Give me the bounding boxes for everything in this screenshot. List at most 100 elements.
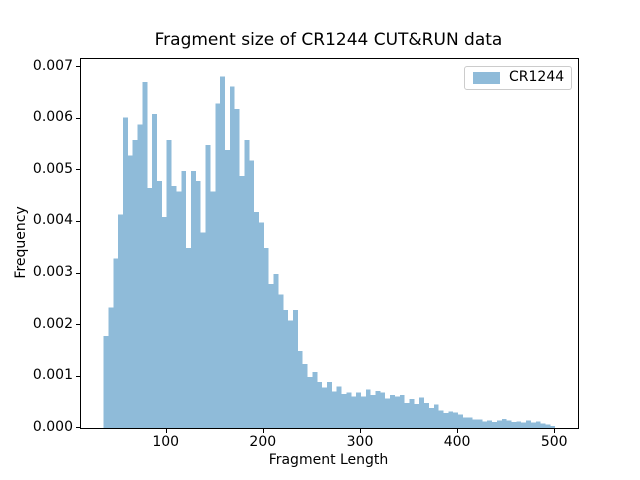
histogram-bin [142, 81, 148, 429]
histogram-bin [307, 376, 313, 429]
histogram-bin [234, 108, 240, 429]
y-tick-label: 0.006 [32, 109, 73, 126]
histogram-bin [351, 396, 357, 429]
histogram-bin [249, 160, 255, 429]
histogram-bin [390, 394, 395, 429]
histogram-bin [550, 425, 556, 429]
histogram-bin [190, 170, 196, 429]
histogram-bin [263, 247, 269, 429]
histogram-bin [414, 403, 420, 429]
y-tick-mark [76, 324, 80, 326]
legend-swatch [473, 72, 500, 84]
histogram-bin [210, 190, 216, 429]
histogram-bin [123, 117, 128, 429]
histogram-bin [404, 402, 410, 429]
legend: CR1244 [464, 66, 572, 90]
histogram-bin [545, 424, 551, 429]
histogram-bin [496, 419, 502, 429]
legend-label: CR1244 [509, 69, 565, 85]
histogram-bin [380, 392, 386, 429]
histogram-bin [453, 412, 459, 429]
histogram-bin [477, 418, 483, 429]
histogram-bin [161, 216, 167, 429]
histogram-bin [443, 412, 449, 429]
histogram-bin [448, 411, 454, 429]
histogram-bin [312, 371, 318, 429]
histogram-bin [273, 273, 279, 429]
y-tick-label: 0.007 [32, 57, 73, 74]
histogram-bin [336, 385, 342, 429]
histogram-bin [258, 221, 264, 429]
histogram-bin [171, 185, 177, 429]
x-tick-label: 500 [540, 434, 568, 450]
histogram-bin [278, 294, 284, 429]
histogram-bin [385, 398, 391, 429]
histogram-bin [147, 187, 153, 429]
x-tick-label: 100 [152, 434, 180, 450]
x-tick-mark [457, 428, 459, 433]
histogram-bin [482, 420, 488, 429]
x-tick-mark [262, 428, 264, 433]
y-tick-label: 0.005 [32, 160, 73, 177]
histogram-bin [526, 419, 531, 429]
x-tick-label: 400 [443, 434, 471, 450]
histogram-bin [152, 113, 157, 429]
histogram-bin [365, 388, 371, 429]
y-tick-mark [76, 220, 80, 222]
y-tick-label: 0.000 [32, 418, 73, 435]
histogram-bin [346, 392, 352, 429]
histogram-bin [229, 86, 235, 429]
histogram-bin [540, 423, 546, 429]
histogram-bin [181, 170, 187, 429]
histogram-bin [215, 103, 221, 429]
histogram-bin [186, 247, 191, 429]
histogram-bin [438, 410, 444, 429]
histogram-bin [317, 381, 323, 429]
histogram-bin [399, 394, 405, 429]
y-tick-label: 0.004 [32, 212, 73, 229]
histogram-bin [501, 418, 507, 429]
histogram-bin [302, 363, 308, 429]
histogram-bin [322, 386, 327, 429]
histogram-bin [535, 420, 541, 429]
histogram-bin [103, 335, 109, 429]
histogram-bin [516, 420, 522, 429]
histogram-bin [341, 393, 347, 429]
histogram-bin [472, 418, 478, 429]
histogram-bin [511, 421, 517, 429]
histogram-bin [108, 307, 114, 429]
histogram-bin [360, 396, 366, 429]
y-tick-mark [76, 169, 80, 171]
histogram-bin [506, 419, 512, 429]
histogram-bin [487, 419, 493, 429]
plot-area [80, 57, 579, 430]
histogram-bin [205, 144, 211, 429]
y-tick-label: 0.001 [32, 367, 73, 384]
histogram-bin [462, 416, 468, 429]
histogram-bin [375, 390, 381, 429]
x-tick-label: 200 [249, 434, 277, 450]
x-axis-label: Fragment Length [268, 452, 389, 468]
histogram-bin [200, 232, 206, 429]
y-tick-label: 0.002 [32, 315, 73, 332]
histogram-bin [297, 350, 303, 429]
histogram-bin [288, 319, 293, 429]
histogram-bin [118, 214, 124, 429]
y-tick-mark [76, 117, 80, 119]
histogram-bin [424, 402, 429, 429]
histogram-bin [356, 392, 361, 429]
histogram-bars [103, 75, 556, 429]
histogram-bin [283, 309, 289, 429]
histogram-bin [419, 397, 425, 429]
x-tick-mark [165, 428, 167, 433]
histogram-bin [458, 414, 463, 429]
histogram-bin [224, 149, 230, 429]
histogram-bin [331, 391, 337, 429]
histogram-bin [292, 309, 298, 429]
x-tick-label: 300 [346, 434, 374, 450]
histogram-bin [326, 381, 332, 429]
y-tick-mark [76, 375, 80, 377]
histogram-bin [176, 190, 182, 429]
histogram-bin [132, 139, 138, 429]
